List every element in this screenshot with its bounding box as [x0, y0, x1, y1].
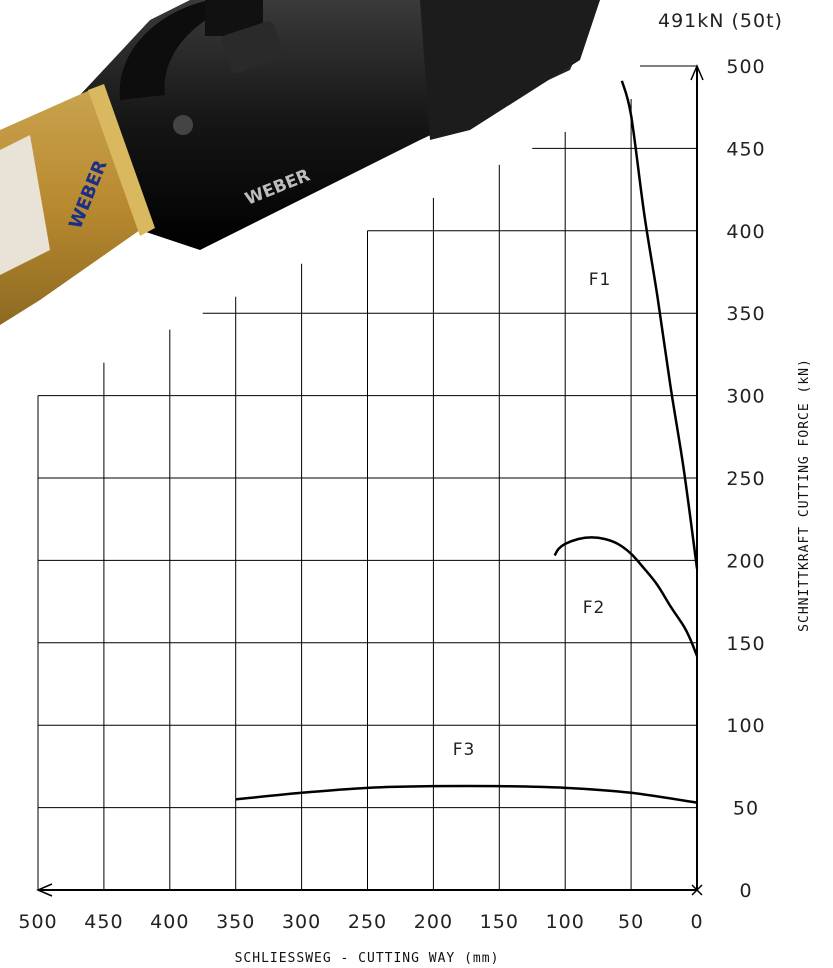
y-tick-label: 200	[726, 550, 765, 572]
series-line-f1	[620, 80, 699, 569]
x-tick-label: 100	[546, 911, 585, 933]
x-tick-label: 500	[18, 911, 57, 933]
y-tick-label: 350	[726, 303, 765, 325]
max-force-label: 491kN (50t)	[658, 10, 783, 32]
series-line-f2	[553, 536, 699, 657]
series-lines	[235, 80, 699, 804]
x-tick-label: 350	[216, 911, 255, 933]
x-axis-label: SCHLIESSWEG - CUTTING WAY (mm)	[235, 951, 500, 966]
series-line-f3	[235, 784, 698, 804]
x-tick-label: 300	[282, 911, 321, 933]
x-tick-label: 400	[150, 911, 189, 933]
y-tick-label: 250	[726, 468, 765, 490]
tick-labels: 500 450 400 350 300 250 200 150 100 50 00501001502…	[18, 56, 765, 933]
y-axis-label: SCHNITTKRAFT CUTTING FORCE (kN)	[797, 358, 812, 632]
origin-mark	[691, 884, 703, 896]
axes	[36, 64, 704, 897]
y-tick-label: 0	[739, 880, 752, 902]
x-tick-label: 200	[414, 911, 453, 933]
series-label-f2: F2	[583, 598, 606, 618]
x-tick-label: 250	[348, 911, 387, 933]
weber-rescue-cutter-tool-image: WEBER WEBER	[0, 0, 600, 325]
y-tick-label: 500	[726, 56, 765, 78]
x-tick-label: 450	[84, 911, 123, 933]
y-tick-label: 300	[726, 386, 765, 408]
y-tick-label: 150	[726, 633, 765, 655]
x-tick-label: 150	[480, 911, 519, 933]
x-axis-arrow	[36, 883, 53, 897]
x-tick-label: 50	[618, 911, 644, 933]
grid-lines	[37, 98, 697, 890]
series-label-f1: F1	[589, 270, 612, 290]
y-tick-label: 50	[733, 798, 759, 820]
x-tick-label: 0	[690, 911, 703, 933]
y-tick-label: 400	[726, 221, 765, 243]
series-labels: F1 F2 F3	[453, 270, 612, 760]
y-tick-label: 450	[726, 138, 765, 160]
y-tick-label: 100	[726, 715, 765, 737]
series-label-f3: F3	[453, 740, 476, 760]
